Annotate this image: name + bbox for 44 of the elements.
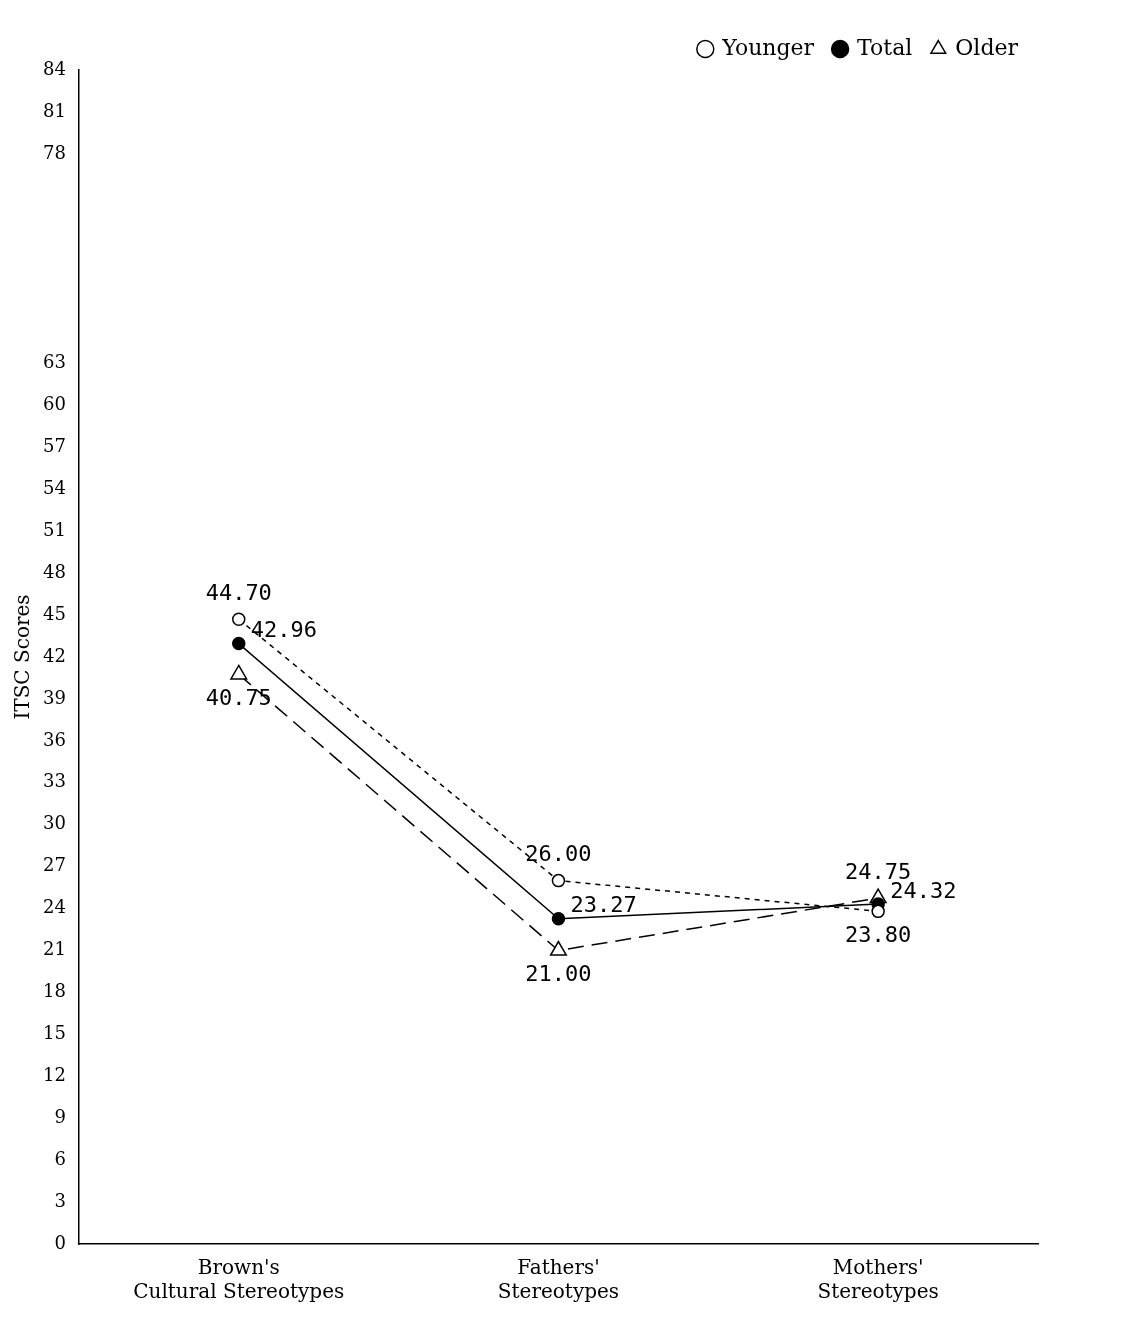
y-tick-label: 45 — [43, 602, 66, 624]
point — [551, 873, 566, 888]
y-tick-label: 42 — [43, 644, 66, 666]
y-tick-label: 30 — [43, 812, 66, 834]
y-tick-label: 9 — [54, 1105, 66, 1127]
point — [232, 612, 246, 627]
y-tick-label: 15 — [43, 1022, 66, 1044]
point — [871, 904, 885, 919]
y-tick-label: 57 — [43, 435, 66, 457]
x-tick-label: Mothers' Stereotypes — [817, 1255, 939, 1304]
y-tick-label: 60 — [43, 393, 66, 415]
x-tick-label: Fathers' Stereotypes — [497, 1255, 620, 1304]
data-label: 21.00 — [525, 961, 592, 987]
legend-label: Total — [857, 34, 913, 60]
y-tick-label: 48 — [43, 560, 66, 582]
data-label: 44.70 — [205, 579, 272, 605]
data-label: 23.27 — [570, 892, 637, 918]
y-tick-label: 12 — [43, 1063, 66, 1085]
point — [232, 636, 246, 651]
data-label: 40.75 — [205, 685, 272, 711]
y-tick-label: 81 — [43, 99, 66, 121]
y-axis-title: ITSC Scores — [10, 594, 35, 720]
y-tick-label: 21 — [43, 938, 66, 960]
y-tick-label: 24 — [43, 896, 66, 918]
y-tick-label: 18 — [43, 980, 66, 1002]
y-tick-label: 36 — [43, 728, 66, 750]
y-tick-label: 54 — [43, 476, 66, 498]
data-label: 23.80 — [845, 922, 912, 948]
legend-label: Younger — [721, 34, 815, 60]
x-tick-label: Brown's Cultural Stereotypes — [133, 1255, 345, 1304]
y-tick-label: 84 — [43, 57, 66, 79]
y-tick-label: 39 — [43, 686, 66, 708]
y-tick-label: 0 — [54, 1231, 66, 1253]
data-label: 42.96 — [250, 617, 317, 643]
y-tick-label: 63 — [43, 351, 66, 373]
data-label: 26.00 — [525, 841, 592, 867]
y-tick-label: 3 — [54, 1189, 66, 1211]
y-tick-label: 33 — [43, 770, 66, 792]
point — [551, 912, 566, 926]
y-tick-label: 51 — [43, 518, 66, 540]
y-tick-label: 78 — [43, 141, 66, 163]
y-tick-label: 6 — [54, 1147, 66, 1169]
legend-label: Older — [955, 34, 1019, 60]
y-tick-label: 27 — [43, 854, 66, 876]
